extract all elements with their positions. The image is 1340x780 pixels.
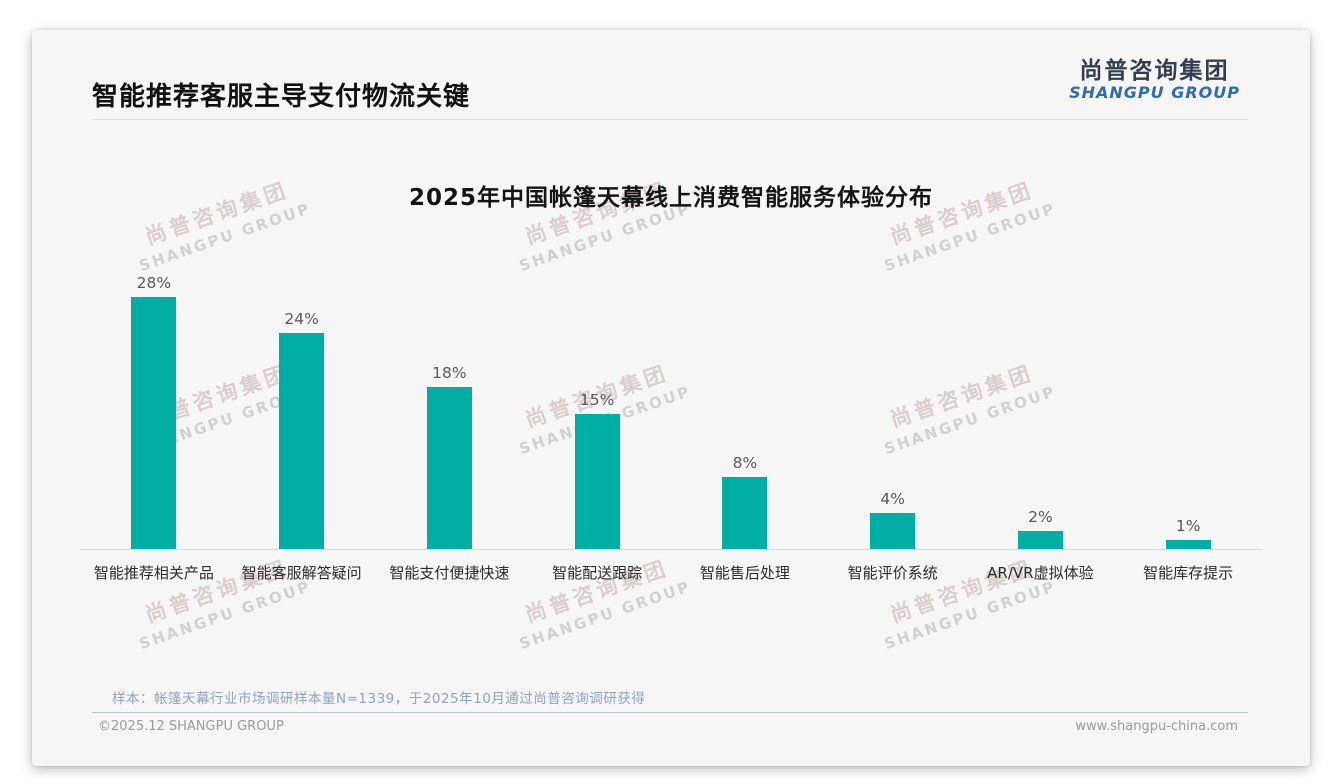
category-label: 智能评价系统 xyxy=(847,564,938,582)
bar-column: 8% xyxy=(671,260,819,549)
bar-value-label: 2% xyxy=(1028,508,1053,526)
page-title: 智能推荐客服主导支付物流关键 xyxy=(92,82,471,112)
bar xyxy=(574,414,620,549)
bar xyxy=(131,297,177,549)
slide-card: 尚普咨询集团 SHANGPU GROUP 尚普咨询集团 SHANGPU GROUP 尚普… xyxy=(32,30,1310,766)
website-url: www.shangpu-china.com xyxy=(1075,719,1238,734)
category-label: 智能推荐相关产品 xyxy=(93,564,214,582)
bar-column: 18% xyxy=(376,260,524,549)
company-logo: 尚普咨询集团 SHANGPU GROUP xyxy=(1069,58,1240,103)
bar-value-label: 15% xyxy=(579,391,615,409)
bar-value-label: 24% xyxy=(284,310,319,328)
bar-column: 28% xyxy=(80,260,228,549)
x-axis-line xyxy=(80,549,1262,550)
logo-english-name: SHANGPU GROUP xyxy=(1069,83,1240,103)
bar-column: 24% xyxy=(228,260,376,549)
x-axis-category-labels: 智能推荐相关产品 智能客服解答疑问 智能支付便捷快速 智能配送跟踪 智能售后处理 智能评价… xyxy=(80,562,1262,583)
category-label: 智能配送跟踪 xyxy=(552,564,643,582)
footer-divider xyxy=(92,712,1248,713)
bar-value-label: 1% xyxy=(1175,517,1201,535)
bar xyxy=(722,477,768,549)
category-label: 智能客服解答疑问 xyxy=(241,564,362,582)
sample-footnote: 样本：帐篷天幕行业市场调研样本量N=1339，于2025年10月通过尚普咨询调研… xyxy=(112,691,646,707)
bar xyxy=(870,513,916,549)
bar-column: 1% xyxy=(1114,260,1262,549)
bar-value-label: 4% xyxy=(880,490,905,508)
bar-column: 15% xyxy=(523,260,671,549)
bar-chart-plot-area: 28% 24% 18% 15% 8% 4% 2% 1% xyxy=(80,260,1262,549)
bar xyxy=(426,387,472,549)
bar-value-label: 8% xyxy=(732,454,758,472)
bar xyxy=(1017,531,1063,549)
bar xyxy=(1165,540,1211,549)
copyright-text: ©2025.12 SHANGPU GROUP xyxy=(98,719,284,734)
chart-title: 2025年中国帐篷天幕线上消费智能服务体验分布 xyxy=(408,185,933,211)
bar xyxy=(279,333,325,549)
category-label: 智能支付便捷快速 xyxy=(389,564,510,582)
bar-column: 2% xyxy=(967,260,1115,549)
category-label: 智能库存提示 xyxy=(1143,564,1234,582)
category-label: AR/VR虚拟体验 xyxy=(987,564,1094,582)
bar-value-label: 18% xyxy=(432,364,467,382)
logo-chinese-name: 尚普咨询集团 xyxy=(1079,58,1230,84)
bar-column: 4% xyxy=(819,260,967,549)
category-label: 智能售后处理 xyxy=(699,564,790,582)
header-divider xyxy=(92,119,1248,120)
bar-value-label: 28% xyxy=(136,274,172,292)
